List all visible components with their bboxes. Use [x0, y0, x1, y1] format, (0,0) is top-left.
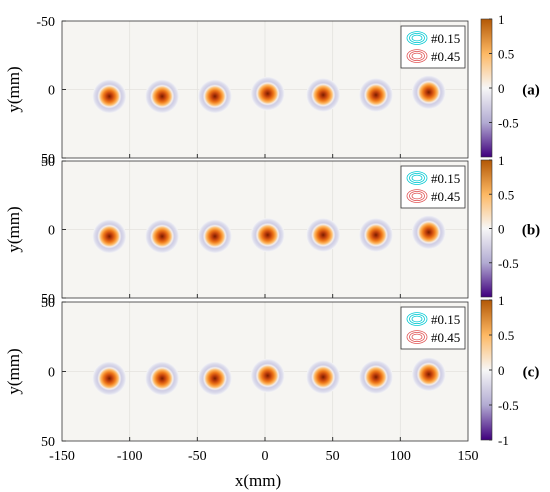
legend-contour-icon [406, 171, 428, 185]
legend-contour-icon [409, 313, 425, 325]
legend-contour-icon [411, 34, 423, 42]
colorbar-0: 1 0.5 0 -0.5 [480, 12, 519, 158]
x-tick-label: 150 [458, 449, 479, 464]
y-tick-label: 50 [41, 435, 55, 450]
legend-contour-icon [409, 331, 425, 343]
colorbar-tick-label: 0.5 [498, 328, 514, 343]
data-spot [306, 77, 341, 112]
legend-contour-icon [411, 333, 423, 341]
legend-contour-icon [409, 32, 425, 44]
data-spot [411, 215, 446, 250]
legend-contour-icon [411, 52, 423, 60]
y-axis-label: y(mm) [4, 66, 23, 112]
y-tick-label: 50 [41, 152, 55, 167]
legend-entry-label: #0.45 [431, 330, 460, 345]
panel-0: -50 0 50 y(mm) (a) #0.15 #0.45 [4, 15, 540, 167]
data-spot [92, 219, 127, 254]
legend-contour-icon [406, 31, 428, 45]
data-spot [197, 219, 232, 254]
colorbar-tick-label: 1 [498, 293, 505, 308]
y-axis-label: y(mm) [4, 206, 23, 252]
legend-entry-label: #0.15 [431, 312, 460, 327]
data-spot [358, 360, 393, 395]
colorbar-tick-label: 0 [498, 81, 505, 96]
x-tick-label: 0 [262, 449, 269, 464]
x-axis-label: x(mm) [235, 471, 281, 490]
legend-contour-icon [406, 312, 428, 326]
panel-1: 50 0 50 y(mm) (b) #0.15 #0.45 [4, 155, 540, 307]
data-spot [306, 217, 341, 252]
data-spot [145, 219, 180, 254]
colorbar-tick-label: 1 [498, 153, 505, 168]
colorbar-tick-label: -1 [498, 433, 509, 448]
x-tick-label: 50 [326, 449, 340, 464]
data-spot [197, 79, 232, 114]
legend-contour-icon [409, 172, 425, 184]
colorbar-1: 1 0.5 0 -0.5 [480, 153, 519, 298]
y-tick-label: 0 [48, 84, 55, 99]
y-tick-label: 50 [41, 155, 55, 170]
data-spot [250, 76, 285, 111]
y-axis-label: y(mm) [4, 348, 23, 394]
x-tick-label: 100 [390, 449, 411, 464]
legend-entry-label: #0.15 [431, 171, 460, 186]
panel-label: (c) [523, 365, 540, 381]
y-tick-label: 0 [48, 366, 55, 381]
legend: #0.15 #0.45 [400, 306, 466, 350]
legend-contour-icon [411, 174, 423, 182]
y-tick-label: -50 [36, 15, 55, 30]
x-tick-label: -50 [188, 449, 207, 464]
colorbar-tick-label: 1 [498, 12, 505, 27]
legend-entry-label: #0.45 [431, 49, 460, 64]
colorbars: 1 0.5 0 -0.5 1 0.5 0 -0.5 1 0.5 0 -0.5 -1 [480, 12, 519, 448]
data-spot [197, 361, 232, 396]
panel-label: (a) [522, 83, 540, 99]
data-spot [250, 217, 285, 252]
data-spot [92, 79, 127, 114]
legend-entry-label: #0.45 [431, 189, 460, 204]
colorbar-tick-label: 0.5 [498, 187, 514, 202]
colorbar-tick-label: 0.5 [498, 47, 514, 62]
legend-entry-label: #0.15 [431, 31, 460, 46]
legend-contour-icon [409, 50, 425, 62]
legend-contour-icon [406, 189, 428, 203]
y-tick-label: 50 [41, 292, 55, 307]
x-tick-label: -150 [49, 449, 75, 464]
colorbar-tick-label: -0.5 [498, 116, 519, 131]
colorbar-tick-label: -0.5 [498, 398, 519, 413]
data-spot [306, 360, 341, 395]
colorbar-tick-label: 0 [498, 222, 505, 237]
x-tick-label: -100 [117, 449, 143, 464]
legend-contour-icon [406, 330, 428, 344]
colorbar-2: 1 0.5 0 -0.5 -1 [480, 293, 519, 448]
data-spot [145, 361, 180, 396]
y-tick-label: 50 [41, 296, 55, 311]
data-spot [358, 77, 393, 112]
data-spot [92, 361, 127, 396]
panels: -50 0 50 y(mm) (a) #0.15 #0.45 50 0 50 y(mm) (b) #0.… [4, 15, 540, 464]
legend-contour-icon [406, 49, 428, 63]
legend-contour-icon [409, 190, 425, 202]
panel-label: (b) [522, 223, 540, 239]
data-spot [411, 357, 446, 392]
data-spot [358, 217, 393, 252]
colorbar-tick-label: -0.5 [498, 256, 519, 271]
y-tick-label: 0 [48, 224, 55, 239]
data-spot [145, 79, 180, 114]
data-spot [411, 75, 446, 110]
legend-contour-icon [411, 315, 423, 323]
legend: #0.15 #0.45 [400, 165, 466, 209]
legend-contour-icon [411, 192, 423, 200]
legend: #0.15 #0.45 [400, 25, 466, 69]
data-spot [250, 358, 285, 393]
colorbar-tick-label: 0 [498, 363, 505, 378]
